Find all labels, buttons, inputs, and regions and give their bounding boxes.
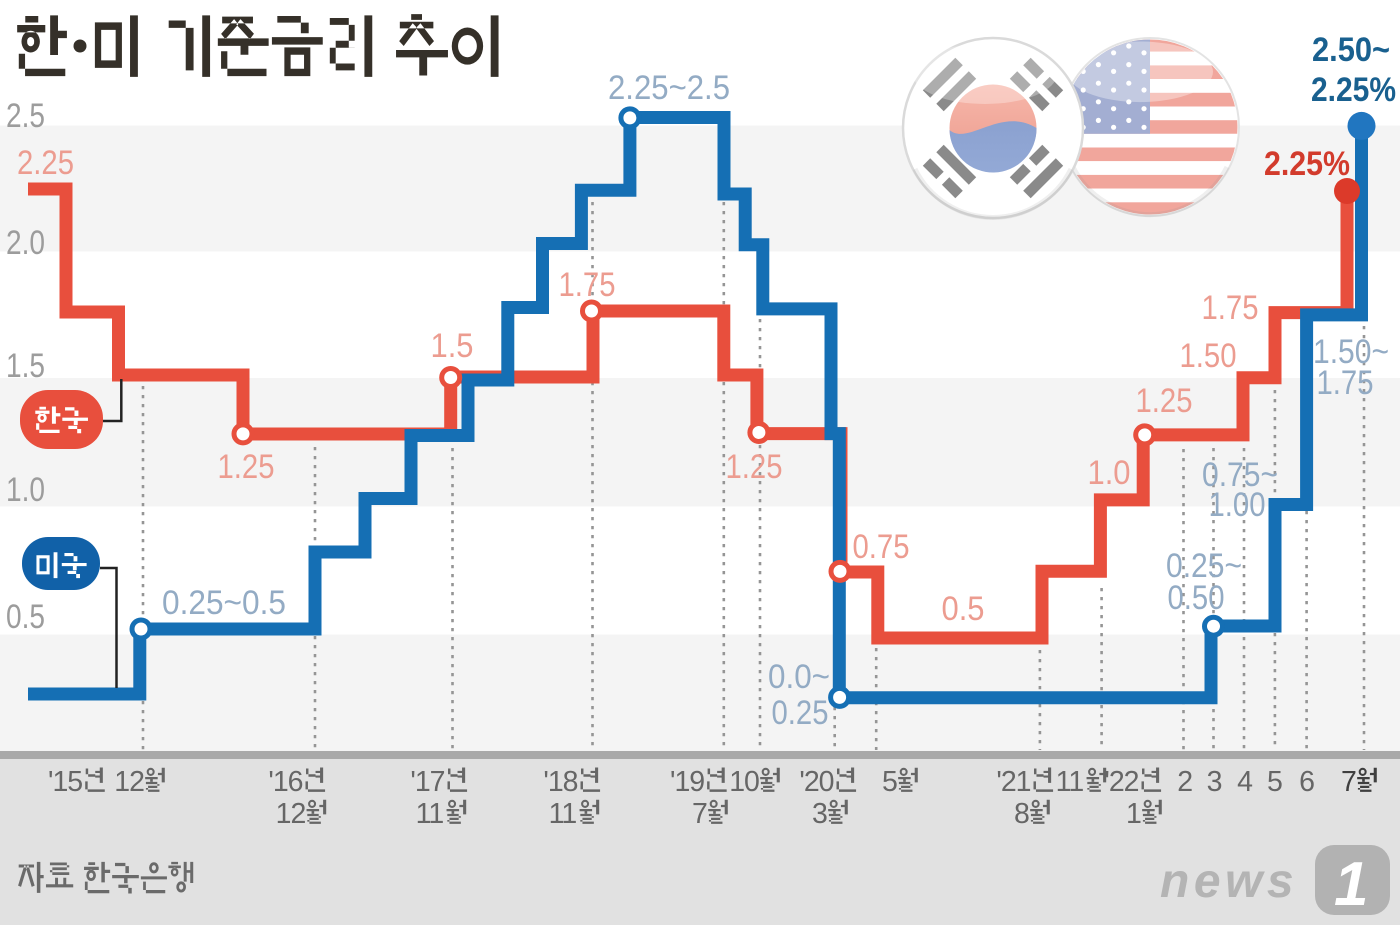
svg-text:0.50: 0.50: [1168, 579, 1225, 617]
svg-text:7: 7: [692, 798, 707, 830]
svg-text:0.0~: 0.0~: [768, 658, 830, 696]
svg-text:0.25~0.5: 0.25~0.5: [162, 584, 286, 622]
svg-text:1.25: 1.25: [726, 448, 783, 486]
svg-text:1.75: 1.75: [1317, 364, 1374, 402]
svg-text:1: 1: [1334, 850, 1368, 919]
svg-text:'19: '19: [670, 766, 704, 798]
svg-text:3: 3: [1207, 766, 1222, 798]
svg-text:12: 12: [107, 766, 144, 798]
svg-text:10: 10: [729, 766, 759, 798]
svg-text:2.25: 2.25: [17, 144, 74, 182]
svg-text:1: 1: [1126, 798, 1141, 830]
svg-text:3: 3: [812, 798, 827, 830]
svg-text:12: 12: [276, 798, 306, 830]
svg-text:2.25~2.5: 2.25~2.5: [608, 69, 730, 107]
svg-text:0.75: 0.75: [853, 528, 910, 566]
svg-text:0.75~: 0.75~: [1202, 456, 1278, 494]
svg-text:0.5: 0.5: [942, 590, 985, 628]
svg-text:'16: '16: [268, 766, 302, 798]
svg-text:1.75: 1.75: [559, 266, 616, 304]
svg-text:1.75: 1.75: [1202, 289, 1259, 327]
svg-text:2: 2: [1177, 766, 1192, 798]
svg-text:7: 7: [1341, 766, 1356, 798]
svg-text:2.5: 2.5: [6, 97, 45, 135]
svg-text:1.0: 1.0: [6, 471, 45, 509]
svg-text:1.5: 1.5: [431, 327, 474, 365]
svg-text:1.50: 1.50: [1180, 337, 1237, 375]
svg-text:11: 11: [416, 798, 444, 830]
svg-text:1.50~: 1.50~: [1313, 333, 1389, 371]
svg-text:'20: '20: [799, 766, 833, 798]
svg-text:'18: '18: [543, 766, 577, 798]
svg-text:2.25%: 2.25%: [1311, 71, 1396, 109]
svg-text:2.0: 2.0: [6, 224, 45, 262]
svg-text:1.5: 1.5: [6, 347, 45, 385]
svg-text:6: 6: [1299, 766, 1314, 798]
svg-text:1.00: 1.00: [1209, 486, 1266, 524]
svg-text:4: 4: [1237, 766, 1253, 798]
svg-text:2.50~: 2.50~: [1312, 31, 1390, 69]
svg-text:0.25: 0.25: [772, 694, 829, 732]
svg-text:5: 5: [882, 766, 897, 798]
svg-text:11: 11: [549, 798, 577, 830]
svg-text:8: 8: [1014, 798, 1029, 830]
svg-text:'15: '15: [48, 766, 82, 798]
svg-text:'22: '22: [1104, 766, 1138, 798]
svg-text:news: news: [1160, 855, 1298, 908]
svg-text:1.25: 1.25: [1136, 382, 1193, 420]
svg-text:0.5: 0.5: [6, 598, 45, 636]
svg-text:'17: '17: [410, 766, 444, 798]
svg-text:'21: '21: [996, 766, 1030, 798]
svg-text:0.25~: 0.25~: [1166, 547, 1242, 585]
svg-text:11: 11: [1056, 766, 1084, 798]
svg-text:1.0: 1.0: [1088, 454, 1131, 492]
svg-text:5: 5: [1267, 766, 1282, 798]
svg-text:2.25%: 2.25%: [1264, 145, 1350, 183]
svg-text:1.25: 1.25: [218, 448, 275, 486]
